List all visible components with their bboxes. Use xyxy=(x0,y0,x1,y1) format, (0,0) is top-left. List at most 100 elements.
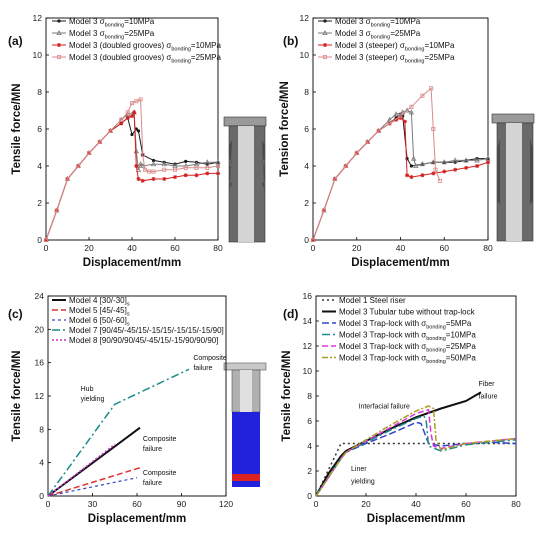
legend-text: Model 4 [30/-30] xyxy=(69,296,127,305)
y-tick-label: 0 xyxy=(307,491,312,501)
chart-panel-3: (c) 0 30 60 90 120 0 4 8 12 16 20 24 Displacement/mm T… xyxy=(8,291,233,525)
y-tick-label: 6 xyxy=(307,416,312,426)
y-tick-label: 12 xyxy=(300,13,310,23)
annotation: Composite xyxy=(143,470,177,477)
legend-text: Model 3 σ xyxy=(335,29,371,38)
legend-text: Model 5 [45/-45] xyxy=(69,306,127,315)
legend-entry: Model 3 Trap-lock with σbonding=50MPa xyxy=(339,354,476,366)
annotation: failure xyxy=(479,394,498,401)
legend-entry: Model 5 [45/-45]s xyxy=(69,306,130,318)
x-tick-label: 40 xyxy=(411,499,421,509)
legend-text: =5MPa xyxy=(446,319,472,328)
y-axis-label: Tensile force/MN xyxy=(11,83,23,174)
y-tick-label: 4 xyxy=(37,161,42,171)
legend-entry: Model 1 Steel riser xyxy=(339,296,406,305)
data-point xyxy=(343,163,348,168)
data-point xyxy=(140,178,145,183)
legend-entry: Model 3 σbonding=25MPa xyxy=(69,29,155,41)
panel-label: (b) xyxy=(283,34,298,48)
data-point xyxy=(441,159,447,165)
legend-text: =25MPa xyxy=(424,53,455,62)
data-point xyxy=(184,159,188,163)
series-1 xyxy=(47,426,141,497)
legend-text: Model 3 (steeper) σ xyxy=(335,53,405,62)
legend-entry: Model 3 (steeper) σbonding=25MPa xyxy=(335,53,455,65)
panel-label: (c) xyxy=(8,307,23,321)
series-4 xyxy=(47,368,190,497)
legend-text: Model 3 (steeper) σ xyxy=(335,41,405,50)
x-tick-label: 30 xyxy=(88,499,98,509)
data-point xyxy=(398,114,403,119)
data-point xyxy=(140,152,145,157)
series-line xyxy=(45,110,218,241)
data-point xyxy=(136,176,141,181)
data-point xyxy=(393,111,399,117)
data-point xyxy=(321,208,326,213)
x-tick-label: 80 xyxy=(213,243,223,253)
data-point xyxy=(437,178,442,183)
data-point xyxy=(161,161,167,167)
y-tick-label: 6 xyxy=(304,124,309,134)
data-point xyxy=(431,127,436,132)
chart-panel-4: (d) 0 20 40 60 80 0 2 4 6 8 10 12 14 16 Displacement/mm… xyxy=(281,291,521,525)
legend-subscript: bonding xyxy=(426,336,446,342)
y-axis-label: Tensile force/MN xyxy=(281,350,293,441)
legend-subscript: bonding xyxy=(405,59,425,65)
data-point xyxy=(173,175,177,180)
x-tick-label: 60 xyxy=(461,499,471,509)
data-point xyxy=(151,158,156,163)
series-line xyxy=(45,111,218,241)
data-point xyxy=(386,116,393,122)
y-tick-label: 2 xyxy=(304,198,309,208)
data-point xyxy=(125,115,130,120)
panel-label: (a) xyxy=(8,34,23,48)
legend-text: Model 3 Trap-lock with σ xyxy=(339,319,426,328)
data-point xyxy=(194,165,199,170)
legend-marker xyxy=(57,19,61,23)
series-line xyxy=(312,113,488,241)
data-point xyxy=(387,121,392,126)
x-axis-label: Displacement/mm xyxy=(83,257,181,269)
annotation: yielding xyxy=(81,396,105,403)
series-3 xyxy=(315,421,517,497)
data-point xyxy=(137,161,144,167)
data-point xyxy=(129,101,134,106)
data-point xyxy=(76,163,81,168)
legend-entry: Model 7 [90/45/-45/15/-15/15/-15/15/-15/… xyxy=(69,326,224,335)
y-tick-label: 8 xyxy=(304,87,309,97)
annotation: Composite xyxy=(193,355,227,362)
legend-entry: Model 3 (doubled grooves) σbonding=10MPa xyxy=(69,41,221,53)
y-tick-label: 20 xyxy=(35,324,45,334)
y-tick-label: 14 xyxy=(303,316,313,326)
panel-label: (d) xyxy=(283,307,298,321)
series-line xyxy=(312,117,489,241)
legend-subscript: bonding xyxy=(371,35,391,41)
legend-marker xyxy=(322,29,328,35)
data-point xyxy=(204,159,210,165)
data-point xyxy=(150,161,157,167)
legend-entry: Model 3 σbonding=25MPa xyxy=(335,29,421,41)
legend-subscript: s xyxy=(127,322,130,328)
data-point xyxy=(430,159,436,165)
legend-entry: Model 3 (doubled grooves) σbonding=25MPa xyxy=(69,53,221,65)
data-point xyxy=(431,171,436,176)
data-point xyxy=(215,159,221,165)
data-point xyxy=(475,164,480,168)
data-point xyxy=(140,162,146,168)
series-6 xyxy=(315,405,517,497)
data-point xyxy=(119,121,124,126)
legend-text: Model 3 Tubular tube without trap-lock xyxy=(339,308,476,317)
x-tick-label: 40 xyxy=(127,243,137,253)
y-tick-label: 10 xyxy=(303,366,313,376)
data-point xyxy=(332,176,337,181)
data-point xyxy=(134,164,139,168)
legend-entry: Model 3 (steeper) σbonding=10MPa xyxy=(335,41,455,53)
x-axis-label: Displacement/mm xyxy=(367,513,465,525)
data-point xyxy=(420,173,425,178)
series-2 xyxy=(315,391,482,497)
series-line xyxy=(47,368,190,497)
legend-text: Model 7 [90/45/-45/15/-15/15/-15/15/-15/… xyxy=(69,326,224,335)
legend-text: =25MPa xyxy=(124,29,155,38)
x-axis-label: Displacement/mm xyxy=(88,513,186,525)
series-line xyxy=(47,426,141,497)
